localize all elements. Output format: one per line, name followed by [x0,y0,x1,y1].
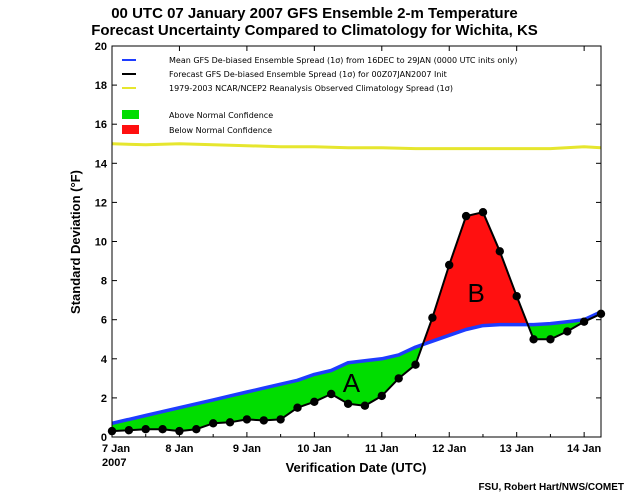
forecast-point-25 [529,335,538,344]
legend-fill-label-1: Below Normal Confidence [169,126,272,135]
chart-title-line2: Forecast Uncertainty Compared to Climato… [91,22,538,39]
annotations: AB [343,278,485,398]
forecast-point-15 [360,401,370,410]
forecast-point-27 [563,327,572,336]
legend-label-mean: Mean GFS De-biased Ensemble Spread (1σ) … [169,56,517,65]
x-tick-label-5: 12 Jan [432,443,467,455]
forecast-point-1 [124,426,134,435]
region-label-a: A [343,368,361,398]
y-tick-label-7: 14 [95,158,108,170]
forecast-point-8 [242,415,252,424]
y-tick-label-2: 4 [101,354,108,366]
y-tick-label-10: 20 [95,41,107,53]
forecast-points [107,208,606,436]
legend-fill-label-0: Above Normal Confidence [169,111,273,120]
x-tick-label-0: 7 Jan [102,443,130,455]
legend-label-forecast: Forecast GFS De-biased Ensemble Spread (… [169,70,447,79]
forecast-point-14 [343,399,353,408]
forecast-point-5 [192,425,201,434]
x-tick-label-4: 11 Jan [365,443,399,455]
forecast-point-9 [259,416,268,425]
forecast-point-12 [310,397,319,406]
x-axis-label: Verification Date (UTC) [286,460,427,475]
forecast-point-6 [209,419,218,428]
legend-swatch-0 [122,110,139,119]
series-line-mean [111,310,602,426]
forecast-point-3 [158,425,167,434]
x-tick-label-7: 14 Jan [567,443,602,455]
forecast-point-22 [478,208,488,217]
legend-label-climo: 1979-2003 NCAR/NCEP2 Reanalysis Observed… [169,84,453,93]
forecast-point-24 [512,292,521,301]
forecast-point-7 [225,418,235,427]
legend: Mean GFS De-biased Ensemble Spread (1σ) … [122,56,517,135]
x-tick-label-6: 13 Jan [500,443,535,455]
forecast-point-11 [293,403,302,412]
x-tick-sublabel-0: 2007 [102,457,126,469]
forecast-point-13 [327,389,336,399]
forecast-point-23 [495,247,504,256]
forecast-point-20 [445,260,454,270]
forecast-point-4 [175,426,184,436]
forecast-point-19 [428,313,437,322]
confidence-fill-1 [422,212,528,345]
legend-swatch-1 [122,125,139,134]
y-axis-label: Standard Deviation (°F) [68,170,83,314]
forecast-point-10 [276,415,285,424]
y-tick-label-0: 0 [101,432,107,444]
y-tick-label-1: 2 [101,393,107,405]
forecast-point-2 [141,425,150,434]
x-tick-label-2: 9 Jan [233,443,261,455]
axes: 0 2 4 6 8 10 12 14 16 18 20 7 Jan 2007 8 Jan 9 Jan 10 J… [95,41,602,469]
series-line-climo [111,142,602,151]
y-tick-label-6: 12 [95,197,107,209]
y-tick-label-3: 6 [101,315,107,327]
chart-title-line1: 00 UTC 07 January 2007 GFS Ensemble 2-m … [111,5,518,22]
forecast-point-17 [394,374,403,383]
y-tick-label-5: 10 [95,237,107,249]
x-tick-label-1: 8 Jan [165,443,193,455]
confidence-fill-2 [527,311,601,340]
forecast-point-18 [411,360,420,369]
forecast-point-16 [377,391,386,401]
region-label-b: B [468,278,485,308]
y-tick-label-9: 18 [95,80,107,92]
x-tick-label-3: 10 Jan [297,443,332,455]
forecast-point-21 [461,211,471,221]
y-tick-label-8: 16 [95,119,107,131]
y-tick-label-4: 8 [101,276,107,288]
forecast-point-28 [579,317,589,326]
credit-text: FSU, Robert Hart/NWS/COMET [478,482,624,493]
forecast-point-26 [546,335,555,344]
